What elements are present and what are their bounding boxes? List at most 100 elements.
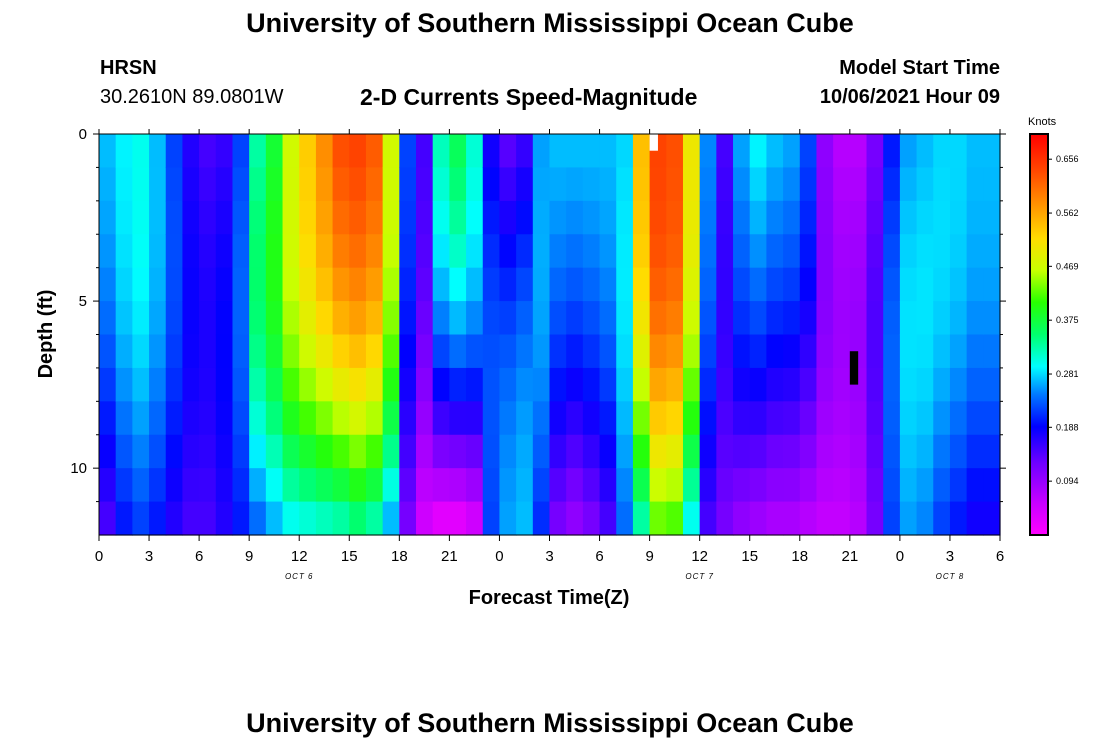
heatmap-cell	[282, 301, 300, 336]
heatmap-cell	[466, 167, 484, 202]
heatmap-cell	[933, 134, 951, 169]
heatmap-cell	[299, 367, 317, 402]
heatmap-cell	[733, 334, 751, 369]
heatmap-cell	[949, 501, 968, 536]
x-tick-label: 0	[896, 548, 904, 565]
heatmap-cell	[783, 334, 801, 369]
heatmap-cell	[716, 401, 734, 436]
heatmap-cell	[516, 501, 534, 536]
heatmap-cell	[466, 401, 484, 436]
heatmap-cell	[899, 367, 918, 402]
heatmap-cell	[532, 134, 551, 169]
heatmap-cell	[899, 134, 918, 169]
heatmap-cell	[933, 401, 951, 436]
heatmap-cell	[432, 167, 450, 202]
heatmap-cell	[866, 134, 884, 169]
heatmap-cell	[749, 167, 768, 202]
heatmap-cell	[916, 134, 934, 169]
heatmap-cell	[682, 501, 701, 536]
heatmap-cell	[599, 234, 617, 269]
heatmap-cell	[833, 167, 851, 202]
heatmap-cell	[165, 334, 184, 369]
heatmap-cell	[449, 134, 467, 169]
heatmap-cell	[182, 401, 200, 436]
heatmap-cell	[883, 367, 901, 402]
heatmap-cell	[716, 200, 734, 235]
heatmap-cell	[582, 200, 601, 235]
heatmap-cell	[466, 367, 484, 402]
heatmap-cell	[566, 267, 584, 302]
heatmap-cell	[99, 200, 117, 235]
heatmap-cell	[682, 334, 701, 369]
heatmap-cell	[749, 434, 768, 469]
heatmap-cell	[666, 334, 684, 369]
heatmap-cell	[682, 267, 701, 302]
heatmap-cell	[249, 301, 267, 336]
heatmap-cell	[549, 301, 567, 336]
heatmap-cell	[883, 267, 901, 302]
heatmap-cell	[566, 434, 584, 469]
heatmap-cell	[699, 234, 717, 269]
heatmap-cell	[666, 468, 684, 503]
heatmap-cell	[315, 134, 334, 169]
x-tick-label: 18	[391, 548, 408, 565]
heatmap-cell	[265, 134, 284, 169]
heatmap-cell	[883, 134, 901, 169]
x-tick-label: 6	[195, 548, 203, 565]
heatmap-cell	[933, 301, 951, 336]
heatmap-cell	[466, 267, 484, 302]
heatmap-cell	[933, 468, 951, 503]
heatmap-cell	[649, 501, 667, 536]
heatmap-cell	[332, 134, 350, 169]
heatmap-cell	[933, 234, 951, 269]
page-title-top: University of Southern Mississippi Ocean…	[246, 8, 854, 38]
heatmap-cell	[449, 468, 467, 503]
heatmap-cell	[582, 468, 601, 503]
heatmap-cell	[833, 200, 851, 235]
heatmap-cell	[632, 468, 651, 503]
heatmap-cell	[416, 200, 434, 235]
heatmap-cell	[566, 301, 584, 336]
heatmap-cell	[265, 334, 284, 369]
heatmap-cell	[899, 167, 918, 202]
heatmap-cell	[149, 301, 167, 336]
heatmap-cell	[716, 434, 734, 469]
heatmap-cell	[616, 200, 634, 235]
heatmap-cell	[132, 267, 150, 302]
heatmap-cell	[949, 267, 968, 302]
heatmap-cell	[282, 167, 300, 202]
heatmap-cell	[666, 267, 684, 302]
heatmap-cell	[182, 434, 200, 469]
heatmap-cell	[749, 301, 768, 336]
heatmap-cell	[332, 267, 350, 302]
heatmap-cell	[566, 200, 584, 235]
heatmap-cell	[966, 468, 984, 503]
heatmap-cell	[165, 367, 184, 402]
heatmap-cell	[649, 167, 667, 202]
heatmap-cell	[783, 301, 801, 336]
heatmap-cell	[499, 468, 517, 503]
heatmap-cell	[399, 468, 417, 503]
heatmap-cell	[666, 501, 684, 536]
heatmap-cell	[783, 267, 801, 302]
heatmap-cell	[99, 468, 117, 503]
heatmap-cell	[582, 434, 601, 469]
heatmap-chart: 0 3 6 9 12 15 18 21 0 3 6 9 12 15 18 21 0 3 6 OCT 6 OCT 7 OCT…	[35, 116, 1079, 609]
heatmap-cell	[315, 334, 334, 369]
heatmap-cell	[249, 401, 267, 436]
heatmap-cell	[449, 234, 467, 269]
heatmap-cell	[115, 401, 133, 436]
heatmap-cell	[182, 468, 200, 503]
heatmap-cell	[733, 200, 751, 235]
heatmap-cell	[699, 468, 717, 503]
heatmap-cell	[899, 301, 918, 336]
heatmap-cell	[249, 134, 267, 169]
heatmap-cell	[149, 367, 167, 402]
x-tick-label: 15	[341, 548, 358, 565]
date-label: OCT 7	[685, 572, 714, 581]
colorbar-units: Knots	[1028, 116, 1057, 128]
heatmap-cell	[232, 468, 250, 503]
x-axis-label: Forecast Time(Z)	[469, 587, 630, 609]
chart-subtitle: 2-D Currents Speed-Magnitude	[360, 84, 698, 110]
heatmap-cell	[699, 267, 717, 302]
